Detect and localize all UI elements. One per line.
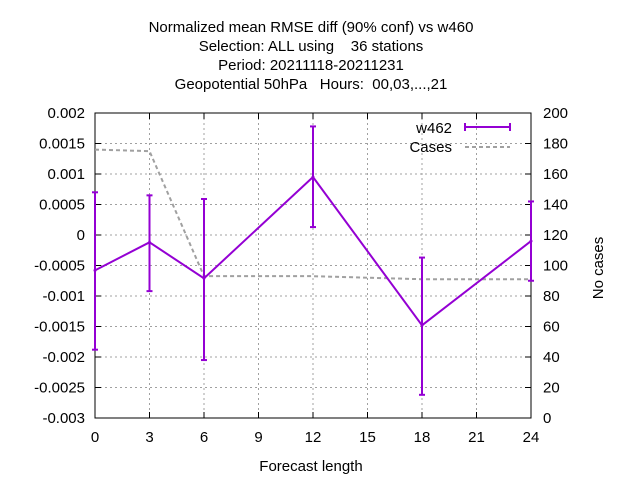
x-axis: 0 3 6 9 12 15 18 21 24 xyxy=(91,113,540,446)
y2-tick-label: 140 xyxy=(543,197,568,214)
y-tick-label: -0.0025 xyxy=(34,380,85,397)
x-tick-label: 0 xyxy=(91,429,99,446)
title-line-4: Geopotential 50hPa Hours: 00,03,...,21 xyxy=(175,76,448,93)
legend: w462 Cases xyxy=(409,120,511,156)
title-line-1: Normalized mean RMSE diff (90% conf) vs … xyxy=(149,19,474,36)
y2-tick-label: 180 xyxy=(543,136,568,153)
y2-tick-label: 60 xyxy=(543,319,560,336)
y-tick-label: -0.003 xyxy=(42,410,85,427)
y2-tick-label: 40 xyxy=(543,349,560,366)
y2-tick-label: 80 xyxy=(543,288,560,305)
y-tick-label: 0.001 xyxy=(47,166,85,183)
y2-tick-label: 160 xyxy=(543,166,568,183)
x-tick-label: 18 xyxy=(414,429,431,446)
y-axis-left: 0.002 0.0015 0.001 0.0005 0 -0.0005 -0.001 -0.0… xyxy=(34,105,101,427)
y2-tick-label: 120 xyxy=(543,227,568,244)
data-point-w462 xyxy=(529,239,533,243)
series-line-w462 xyxy=(94,175,532,327)
y2-tick-label: 100 xyxy=(543,258,568,275)
x-tick-label: 3 xyxy=(145,429,153,446)
data-point-w462 xyxy=(93,268,97,272)
y2-axis-label: No cases xyxy=(590,237,607,300)
x-tick-label: 24 xyxy=(523,429,540,446)
y-tick-label: -0.002 xyxy=(42,349,85,366)
title-line-2: Selection: ALL using 36 stations xyxy=(199,38,424,55)
legend-label-cases: Cases xyxy=(409,139,452,156)
series-layer xyxy=(92,125,534,396)
x-tick-label: 6 xyxy=(200,429,208,446)
title-line-3: Period: 20211118-20211231 xyxy=(218,57,404,74)
data-point-w462 xyxy=(311,175,315,179)
x-tick-label: 12 xyxy=(305,429,322,446)
y-tick-label: -0.0005 xyxy=(34,258,85,275)
y-tick-label: 0.002 xyxy=(47,105,85,122)
x-tick-label: 21 xyxy=(468,429,485,446)
data-point-w462 xyxy=(420,323,424,327)
legend-label-w462: w462 xyxy=(415,120,452,137)
data-point-w462 xyxy=(148,240,151,244)
y-tick-label: 0 xyxy=(77,227,85,244)
x-tick-label: 15 xyxy=(359,429,376,446)
series-line-cases xyxy=(94,148,531,281)
legend-sample-w462 xyxy=(464,123,511,131)
y2-tick-label: 200 xyxy=(543,105,568,122)
y2-tick-label: 0 xyxy=(543,410,551,427)
y-tick-label: -0.0015 xyxy=(34,319,85,336)
y-tick-label: 0.0015 xyxy=(39,136,85,153)
chart-title: Normalized mean RMSE diff (90% conf) vs … xyxy=(149,19,474,93)
y2-tick-label: 20 xyxy=(543,380,560,397)
y-tick-label: -0.001 xyxy=(42,288,85,305)
x-axis-label: Forecast length xyxy=(259,458,362,475)
x-tick-label: 9 xyxy=(254,429,262,446)
y-tick-label: 0.0005 xyxy=(39,197,85,214)
data-point-w462 xyxy=(202,276,206,280)
